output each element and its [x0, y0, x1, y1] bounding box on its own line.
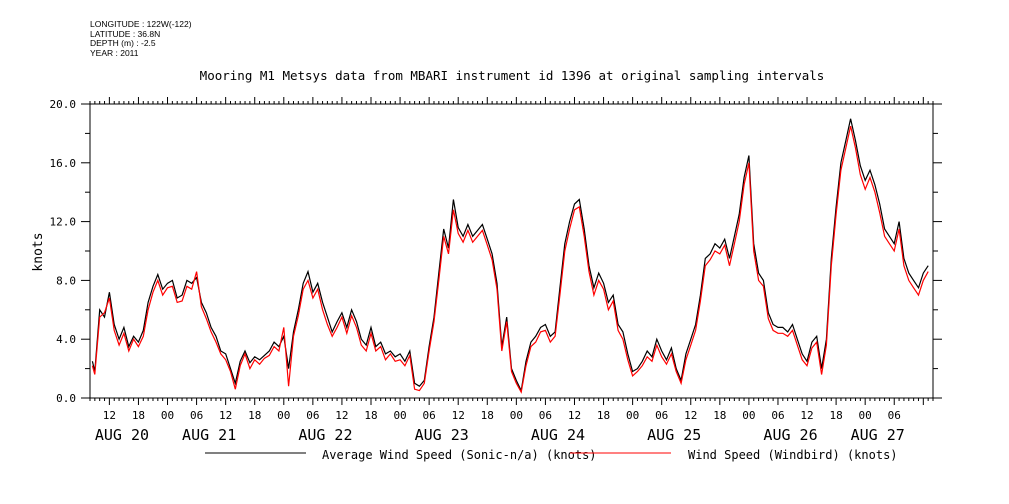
x-hour-label: 00: [277, 409, 290, 422]
legend: Average Wind Speed (Sonic-n/a) (knots) W…: [205, 448, 898, 462]
x-hour-label: 00: [626, 409, 639, 422]
series-line-windbird: [91, 125, 929, 394]
x-day-label: AUG 25: [647, 426, 701, 444]
x-hour-label: 00: [393, 409, 406, 422]
x-day-label: AUG 24: [531, 426, 585, 444]
year-text: YEAR : 2011: [90, 47, 139, 58]
x-hour-label: 18: [829, 409, 842, 422]
x-day-label: AUG 21: [182, 426, 236, 444]
x-hour-label: 06: [888, 409, 901, 422]
x-hour-label: 06: [771, 409, 784, 422]
x-hour-label: 12: [800, 409, 813, 422]
y-tick-label: 12.0: [50, 216, 77, 229]
x-hour-label: 18: [597, 409, 610, 422]
x-hour-label: 12: [568, 409, 581, 422]
axes: 0.0 4.0 8.0 12.0 16.0 20.0 12 18 00 06 12 18 00 06 12 1…: [50, 97, 942, 444]
y-tick-label: 8.0: [56, 274, 76, 287]
x-day-label: AUG 27: [851, 426, 905, 444]
x-day-label: AUG 23: [415, 426, 469, 444]
x-hour-label: 12: [219, 409, 232, 422]
plot-frame: [89, 103, 934, 399]
y-tick-label: 20.0: [50, 98, 77, 111]
series-lines: [91, 118, 929, 394]
x-hour-label: 12: [335, 409, 348, 422]
x-day-label: AUG 20: [95, 426, 149, 444]
legend-label-sonic: Average Wind Speed (Sonic-n/a) (knots): [322, 448, 597, 462]
x-hour-label: 00: [161, 409, 174, 422]
chart-title: Mooring M1 Metsys data from MBARI instru…: [200, 68, 825, 83]
x-hour-label: 06: [539, 409, 552, 422]
legend-label-windbird: Wind Speed (Windbird) (knots): [688, 448, 898, 462]
x-hour-label: 06: [190, 409, 203, 422]
longitude-text: LONGITUDE : 122W(-122): [90, 19, 192, 29]
x-hour-label: 18: [132, 409, 145, 422]
x-day-label: AUG 22: [298, 426, 352, 444]
x-day-label: AUG 26: [763, 426, 817, 444]
x-hour-label: 00: [859, 409, 872, 422]
depth-text: DEPTH (m) : -2.5: [90, 38, 156, 48]
x-hour-label: 18: [364, 409, 377, 422]
x-hour-label: 06: [306, 409, 319, 422]
x-hour-label: 06: [423, 409, 436, 422]
x-hour-label: 18: [481, 409, 494, 422]
y-tick-label: 16.0: [50, 157, 77, 170]
x-hour-label: 18: [248, 409, 261, 422]
y-tick-label: 0.0: [56, 392, 76, 405]
x-hour-label: 00: [742, 409, 755, 422]
y-axis-label: knots: [31, 232, 46, 271]
metadata-block: LONGITUDE : 122W(-122) LATITUDE : 36.8N …: [90, 19, 192, 58]
series-line-sonic: [91, 118, 929, 393]
x-hour-label: 18: [713, 409, 726, 422]
y-tick-label: 4.0: [56, 333, 76, 346]
x-hour-label: 12: [684, 409, 697, 422]
x-hour-label: 12: [452, 409, 465, 422]
x-hour-label: 00: [510, 409, 523, 422]
x-hour-label: 06: [655, 409, 668, 422]
x-hour-label: 12: [103, 409, 116, 422]
latitude-text: LATITUDE : 36.8N: [90, 28, 161, 39]
